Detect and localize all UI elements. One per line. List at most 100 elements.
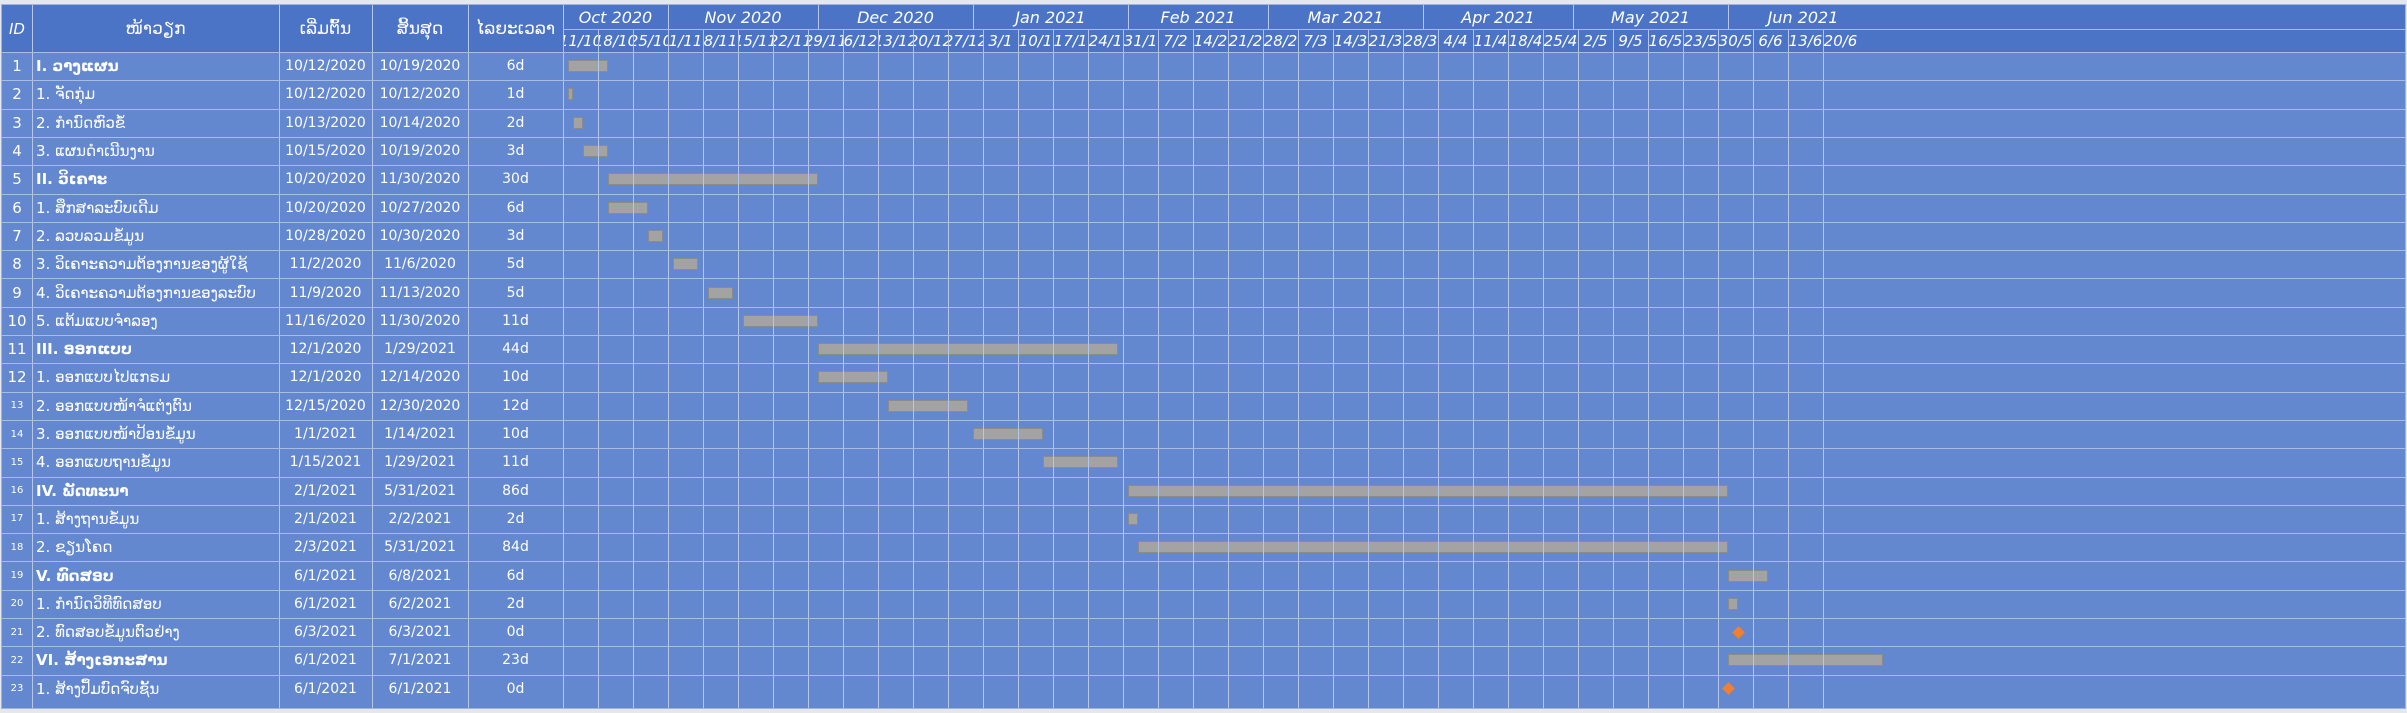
duration: 3d [506, 143, 525, 160]
month-divider [1128, 5, 1129, 29]
table-row[interactable]: 21 2. ທົດສອບຂໍ້ມູນຕົວຢ່າງ 6/3/2021 6/3/2021… [2, 618, 2405, 646]
table-row[interactable]: 16 IV. ພັດທະນາ 2/1/2021 5/31/2021 86d [2, 477, 2405, 505]
row-id: 19 [10, 570, 24, 582]
header-row [2, 5, 2405, 52]
task-name: V. ທົດສອບ [36, 566, 114, 585]
column-header-duration[interactable]: ໄລຍະເວລາ [475, 18, 556, 39]
week-label: 27/12 [948, 31, 983, 50]
task-bar[interactable] [1728, 597, 1738, 610]
task-name: 1. ກຳນົດວິທີທົດສອບ [36, 594, 162, 613]
task-bar[interactable] [568, 88, 573, 101]
week-label: 9/5 [1618, 31, 1643, 50]
row-divider [2, 193, 2405, 195]
start-date: 10/12/2020 [285, 58, 366, 75]
task-bar[interactable] [888, 399, 968, 412]
week-divider [1263, 29, 1264, 708]
table-row[interactable]: 3 2. ກຳນົດຫົວຂໍ້ 10/13/2020 10/14/2020 2d [2, 109, 2405, 137]
week-divider [1683, 29, 1684, 708]
duration: 6d [506, 199, 525, 216]
column-header-end[interactable]: ສິ້ນສຸດ [396, 18, 444, 39]
week-label: 18/10 [598, 31, 633, 50]
table-row[interactable]: 19 V. ທົດສອບ 6/1/2021 6/8/2021 6d [2, 561, 2405, 589]
table-row[interactable]: 11 III. ອອກແບບ 12/1/2020 1/29/2021 44d [2, 335, 2405, 363]
row-divider [2, 221, 2405, 223]
summary-bar[interactable] [1728, 569, 1768, 582]
duration: 44d [502, 341, 529, 358]
duration: 23d [502, 652, 529, 669]
row-divider [2, 335, 2405, 336]
end-date: 2/2/2021 [388, 510, 452, 527]
summary-bar[interactable] [818, 343, 1118, 356]
table-row[interactable]: 7 2. ລວບລວມຂໍ້ມູນ 10/28/2020 10/30/2020 3d [2, 222, 2405, 250]
week-divider [1648, 29, 1649, 708]
task-bar[interactable] [708, 286, 733, 299]
start-date: 11/2/2020 [289, 256, 362, 273]
row-id: 5 [12, 170, 22, 189]
task-bar[interactable] [818, 371, 888, 384]
task-bar[interactable] [673, 258, 698, 271]
summary-bar[interactable] [608, 173, 818, 186]
column-header-task[interactable]: ໜ້າວຽກ [125, 18, 186, 39]
week-divider [1403, 29, 1404, 708]
table-row[interactable]: 14 3. ອອກແບບໜ້າປ້ອນຂໍ້ມູນ 1/1/2021 1/14/202… [2, 420, 2405, 448]
row-id: 18 [10, 541, 24, 553]
week-divider [1228, 29, 1229, 708]
table-row[interactable]: 13 2. ອອກແບບໜ້າຈໍແຕ່ງຕົນ 12/15/2020 12/30/2… [2, 392, 2405, 420]
summary-bar[interactable] [568, 60, 608, 73]
end-date: 1/29/2021 [384, 454, 456, 471]
week-label: 21/2 [1228, 31, 1263, 50]
table-row[interactable]: 5 II. ວິເຄາະ 10/20/2020 11/30/2020 30d [2, 165, 2405, 193]
table-row[interactable]: 6 1. ສຶກສາລະບົບເດີມ 10/20/2020 10/27/2020 6d [2, 194, 2405, 222]
task-bar[interactable] [1138, 541, 1728, 554]
column-header-start[interactable]: ເລີ່ມຕົ້ນ [299, 18, 352, 39]
task-bar[interactable] [973, 428, 1043, 441]
table-row[interactable]: 23 1. ສ້າງປຶ້ມບົດຈົບຊັ້ນ 6/1/2021 6/1/2021 0… [2, 675, 2405, 703]
end-date: 10/19/2020 [379, 143, 461, 160]
table-row[interactable]: 22 VI. ສ້າງເອກະສານ 6/1/2021 7/1/2021 23d [2, 646, 2405, 674]
task-bar[interactable] [743, 314, 818, 327]
start-date: 6/3/2021 [294, 624, 357, 641]
start-date: 10/28/2020 [285, 227, 366, 244]
task-bar[interactable] [608, 201, 648, 214]
week-label: 25/10 [633, 31, 668, 50]
week-label: 14/2 [1193, 31, 1228, 50]
table-row[interactable]: 20 1. ກຳນົດວິທີທົດສອບ 6/1/2021 6/2/2021 2d [2, 590, 2405, 618]
week-label: 7/3 [1303, 31, 1328, 50]
week-divider [1193, 29, 1194, 708]
month-divider [1268, 5, 1269, 29]
task-bar[interactable] [1043, 456, 1118, 469]
table-row[interactable]: 15 4. ອອກແບບຖານຂໍ້ມູນ 1/15/2021 1/29/2021 11… [2, 448, 2405, 476]
week-divider [843, 29, 844, 708]
summary-bar[interactable] [1728, 654, 1883, 667]
week-label: 31/1 [1123, 31, 1158, 50]
table-row[interactable]: 8 3. ວິເຄາະຄວາມຕ້ອງການຂອງຜູ້ໃຊ້ 11/2/2020 1… [2, 250, 2405, 278]
duration: 10d [502, 426, 529, 443]
table-row[interactable]: 9 4. ວິເຄາະຄວາມຕ້ອງການຂອງລະບົບ 11/9/2020 11… [2, 278, 2405, 306]
table-row[interactable]: 17 1. ສ້າງຖານຂໍ້ມູນ 2/1/2021 2/2/2021 2d [2, 505, 2405, 533]
duration: 0d [506, 624, 525, 641]
row-id: 13 [10, 400, 24, 412]
start-date: 12/15/2020 [285, 397, 366, 414]
task-bar[interactable] [1128, 512, 1138, 525]
task-name: 1. ສຶກສາລະບົບເດີມ [36, 198, 159, 217]
task-bar[interactable] [583, 145, 608, 158]
week-divider [1438, 29, 1439, 708]
week-label: 24/1 [1088, 31, 1123, 50]
column-header-id[interactable]: ID [9, 19, 25, 38]
task-name: 2. ລວບລວມຂໍ້ມູນ [36, 226, 145, 245]
table-row[interactable]: 1 I. ວາງແຜນ 10/12/2020 10/19/2020 6d [2, 52, 2405, 80]
start-date: 10/15/2020 [285, 143, 366, 160]
task-bar[interactable] [648, 229, 663, 242]
task-bar[interactable] [573, 116, 583, 129]
duration: 30d [502, 171, 529, 188]
week-label: 6/6 [1758, 31, 1783, 50]
table-row[interactable]: 2 1. ຈັດກຸ່ມ 10/12/2020 10/12/2020 1d [2, 80, 2405, 108]
table-row[interactable]: 12 1. ອອກແບບໄປແກຣມ 12/1/2020 12/14/2020 10d [2, 363, 2405, 391]
summary-bar[interactable] [1128, 484, 1728, 497]
column-divider [372, 5, 373, 708]
table-row[interactable]: 4 3. ແຜນດຳເນີນງານ 10/15/2020 10/19/2020 3d [2, 137, 2405, 165]
table-row[interactable]: 10 5. ແຕ້ມແບບຈຳລອງ 11/16/2020 11/30/2020 11d [2, 307, 2405, 335]
end-date: 1/29/2021 [384, 341, 456, 358]
week-label: 10/1 [1018, 31, 1053, 50]
table-row[interactable]: 18 2. ຂຽນໂຄດ 2/3/2021 5/31/2021 84d [2, 533, 2405, 561]
